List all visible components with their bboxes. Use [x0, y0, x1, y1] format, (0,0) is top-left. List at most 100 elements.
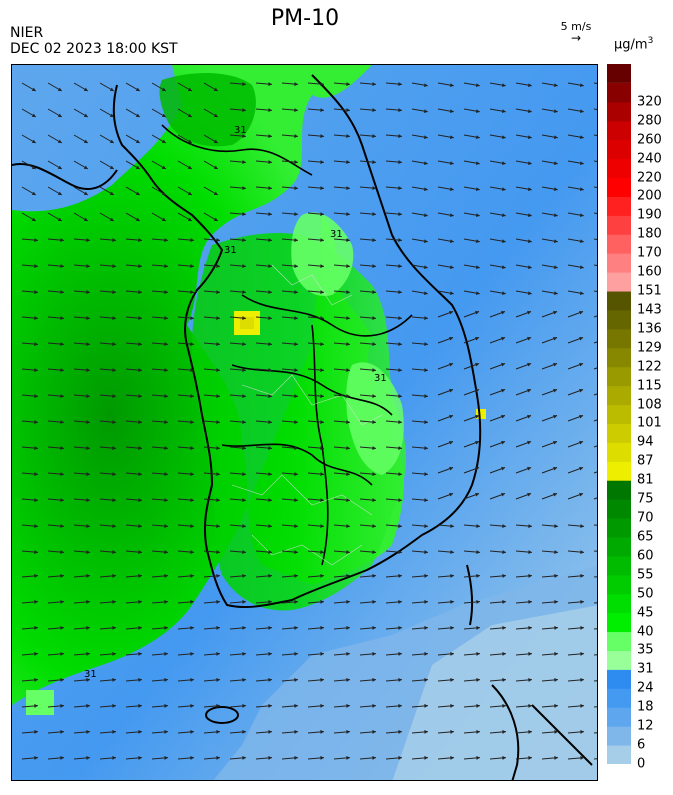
wind-arrow-head: [527, 362, 532, 367]
wind-arrow-head: [34, 678, 38, 682]
legend-swatch: [607, 707, 631, 727]
wind-arrow-head: [372, 498, 376, 502]
wind-arrow-head: [320, 626, 324, 630]
wind-arrow-head: [34, 238, 38, 242]
northern-plume: [159, 73, 256, 147]
jeju-island-field: [26, 690, 54, 715]
wind-arrow-head: [372, 626, 376, 630]
wind-arrow-head: [450, 652, 454, 656]
wind-arrow-head: [242, 652, 246, 656]
wind-arrow-head: [164, 498, 168, 502]
wind-arrow-head: [268, 550, 272, 554]
wind-arrow-head: [527, 135, 532, 140]
wind-arrow-head: [449, 362, 454, 367]
wind-arrow-head: [449, 187, 454, 192]
wind-arrow-head: [34, 600, 38, 604]
wind-arrow-head: [213, 217, 218, 221]
wind-arrow-head: [398, 678, 402, 682]
wind-arrow-head: [242, 550, 246, 554]
legend-swatch: [607, 196, 631, 216]
wind-arrow-head: [579, 239, 584, 244]
wind-arrow-head: [138, 446, 142, 450]
wind-arrow-head: [554, 550, 558, 554]
wind-arrow-head: [294, 498, 298, 502]
agency-label: NIER: [10, 25, 44, 41]
district-boundaries: [231, 264, 383, 566]
legend-label: 200: [637, 188, 662, 204]
wind-arrow-head: [31, 191, 36, 195]
wind-arrow-head: [138, 238, 142, 242]
wind-arrow: [593, 367, 597, 370]
wind-arrow-head: [242, 472, 246, 476]
wind-arrow: [593, 524, 597, 526]
wind-arrow-head: [502, 574, 506, 578]
wind-arrow-head: [190, 498, 194, 502]
wind-arrow-head: [346, 186, 350, 190]
legend-label: 45: [637, 605, 654, 621]
wind-arrow-head: [268, 446, 272, 450]
wind-arrow-head: [320, 730, 324, 734]
legend-label: 65: [637, 529, 654, 545]
wind-arrow-head: [372, 756, 376, 760]
wind-arrow-head: [86, 550, 90, 554]
wind-arrow-head: [34, 472, 38, 476]
wind-arrow-head: [580, 704, 584, 708]
wind-arrow-head: [60, 238, 64, 242]
wind-arrow-head: [242, 446, 246, 450]
wind-arrow-head: [138, 342, 142, 346]
wind-arrow-head: [86, 652, 90, 656]
wind-arrow-head: [580, 600, 584, 604]
wind-arrow-head: [320, 394, 324, 398]
legend-label: 151: [637, 283, 662, 299]
wind-arrow-head: [294, 756, 298, 760]
wind-arrow-head: [579, 414, 584, 419]
wind-arrow-head: [346, 160, 350, 164]
wind-arrow-head: [86, 498, 90, 502]
wind-arrow-head: [112, 342, 116, 346]
wind-arrow-head: [320, 238, 324, 242]
wind-arrow-head: [242, 186, 246, 190]
wind-arrow-head: [31, 87, 36, 91]
legend-swatch: [607, 631, 631, 651]
wind-arrow-head: [190, 368, 194, 372]
wind-arrow-head: [242, 420, 246, 424]
wind-arrow-head: [475, 291, 480, 296]
wind-arrow-head: [242, 316, 246, 320]
wind-arrow-head: [372, 290, 376, 294]
wind-arrow-head: [216, 342, 220, 346]
wind-arrow-head: [320, 600, 324, 604]
wind-arrow-head: [554, 652, 558, 656]
wind-arrow-head: [424, 472, 428, 476]
wind-arrow-head: [372, 108, 376, 112]
wind-arrow-head: [553, 161, 558, 166]
wind-arrow-head: [527, 492, 532, 497]
datetime-label: DEC 02 2023 18:00 KST: [10, 41, 178, 57]
wind-arrow-head: [449, 239, 454, 244]
wind-arrow-head: [398, 160, 402, 164]
wind-arrow-head: [164, 704, 168, 708]
wind-arrow-head: [346, 290, 350, 294]
wind-arrow-head: [164, 238, 168, 242]
wind-arrow-head: [109, 113, 114, 117]
wind-arrow-head: [86, 394, 90, 398]
wind-arrow-head: [320, 524, 324, 528]
legend-swatch: [607, 309, 631, 330]
wind-arrow-head: [398, 498, 402, 502]
unit-text: µg/m: [614, 37, 648, 53]
legend-label: 31: [637, 661, 654, 677]
wind-arrow-head: [553, 440, 558, 445]
wind-arrow-head: [138, 574, 142, 578]
wind-arrow-head: [424, 368, 428, 372]
wind-arrow-head: [346, 626, 350, 630]
wind-arrow-head: [164, 342, 168, 346]
wind-arrow-head: [424, 730, 428, 734]
wind-arrow-head: [164, 420, 168, 424]
wind-arrow-head: [476, 730, 480, 734]
wind-arrow-head: [528, 704, 532, 708]
wind-arrow-head: [294, 108, 298, 112]
wind-arrow-head: [346, 446, 350, 450]
color-legend: [607, 64, 631, 764]
wind-arrow-head: [83, 165, 88, 169]
wind-arrow-head: [424, 756, 428, 760]
wind-arrow-head: [138, 524, 142, 528]
